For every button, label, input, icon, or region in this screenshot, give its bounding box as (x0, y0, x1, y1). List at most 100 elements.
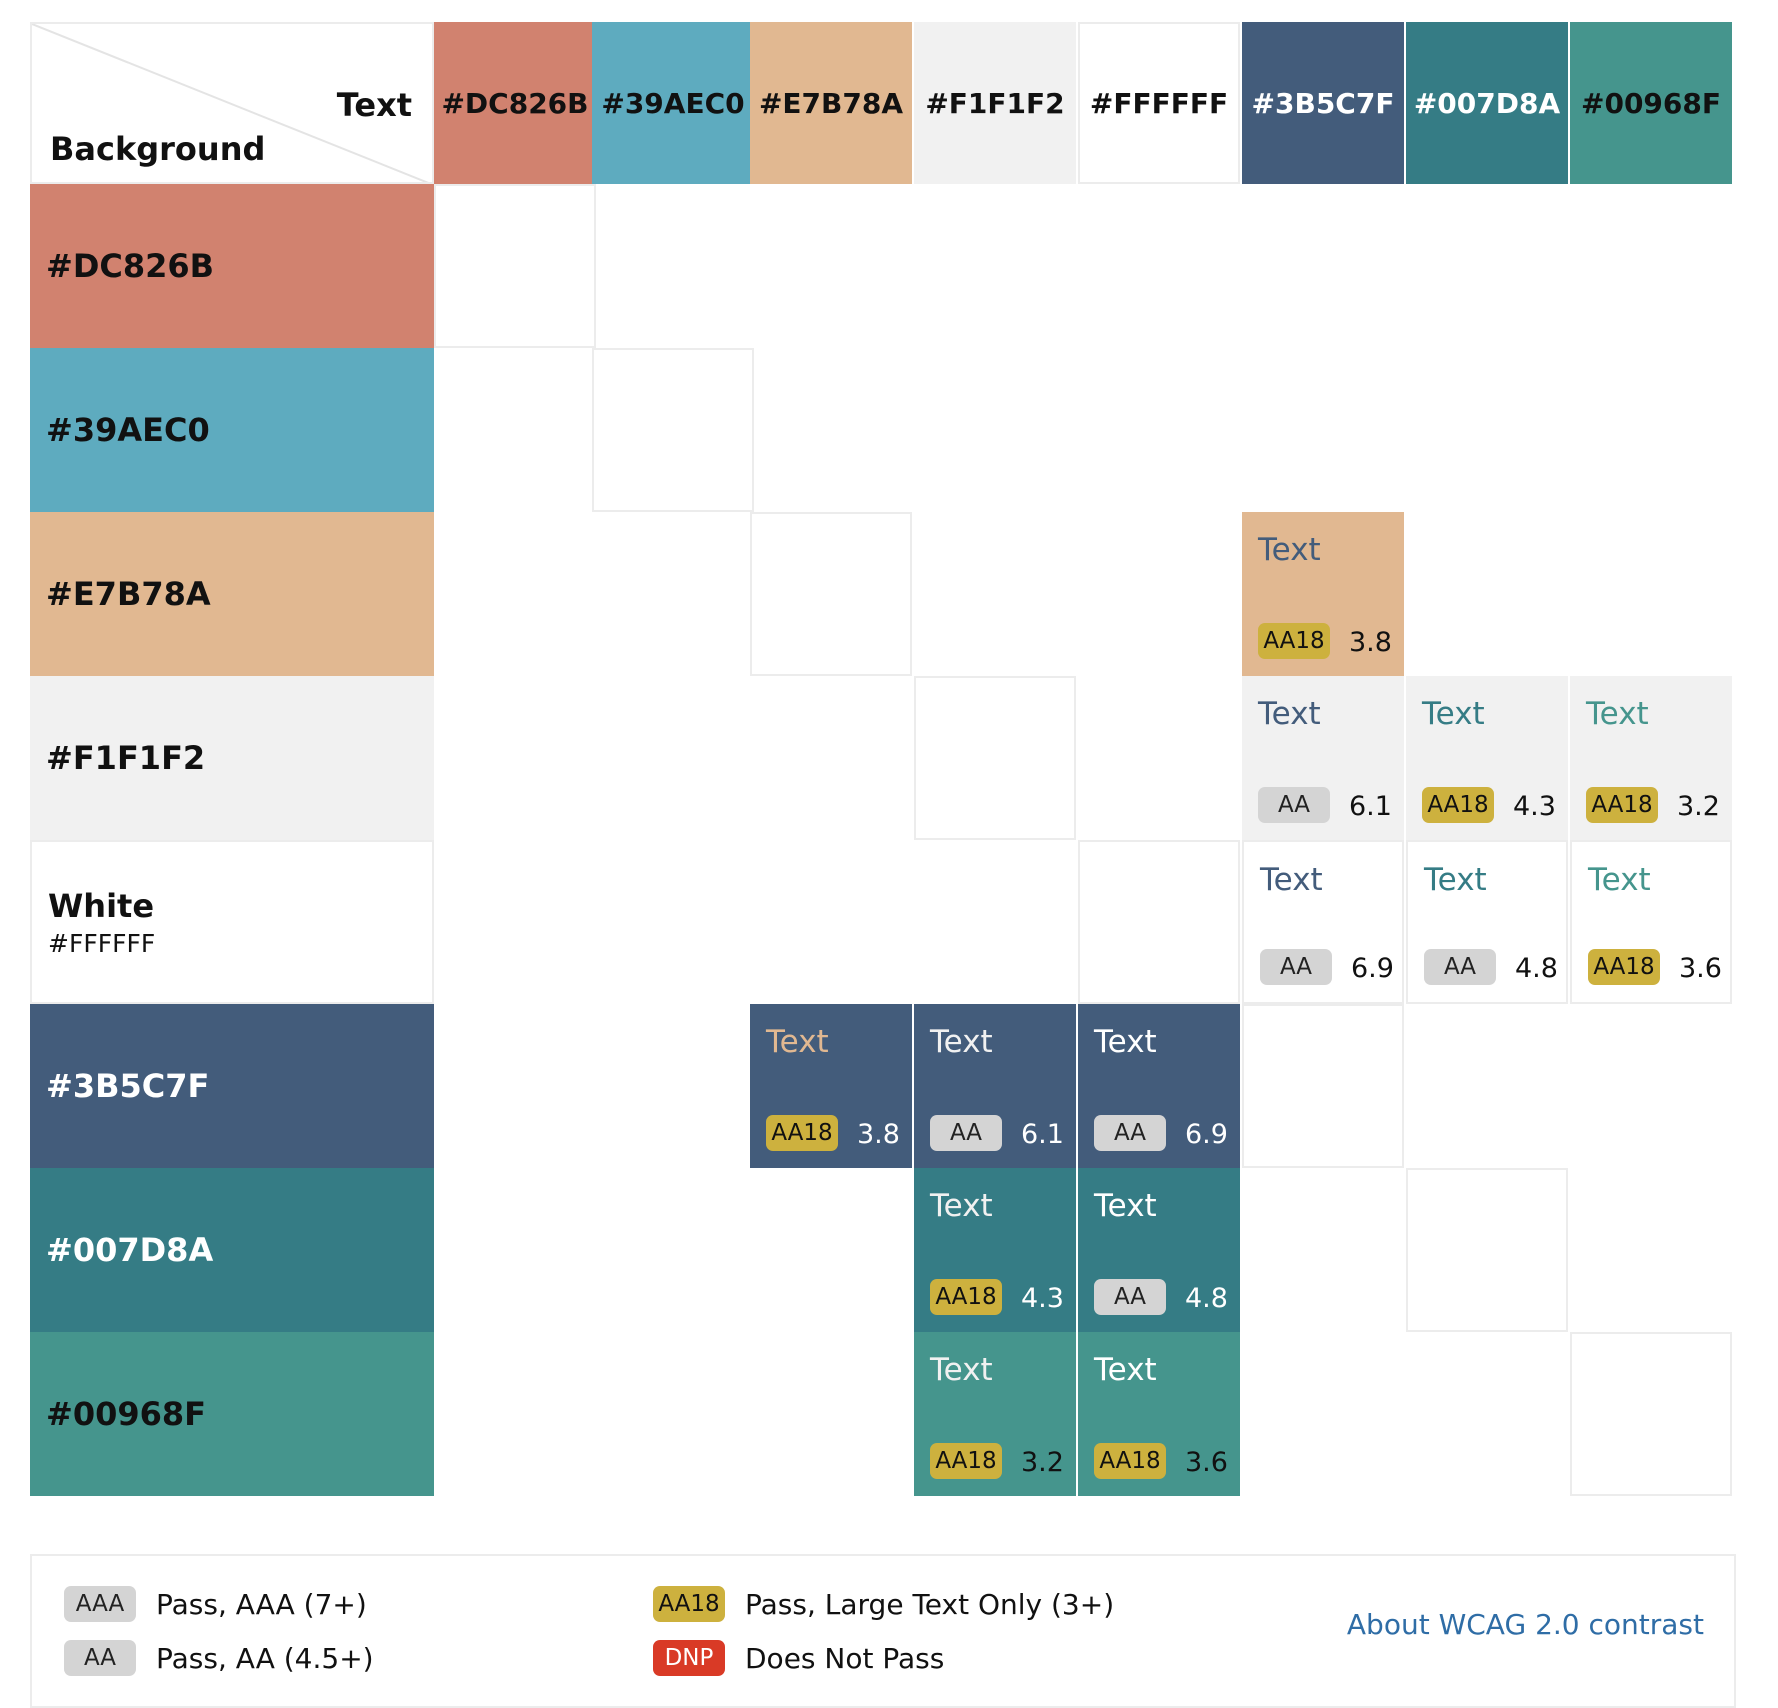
contrast-badge: AA (1424, 949, 1496, 985)
legend-text-aa18: Pass, Large Text Only (3+) (745, 1587, 1115, 1621)
sample-text: Text (1588, 862, 1651, 898)
background-color-label: #00968F (46, 1395, 206, 1433)
background-color-label: White (48, 886, 155, 925)
contrast-badge: AA18 (930, 1279, 1002, 1315)
background-color-header: #007D8A (30, 1168, 434, 1332)
badge-aa: AA (64, 1640, 136, 1676)
background-color-header: #E7B78A (30, 512, 434, 676)
text-axis-label: Text (336, 86, 412, 124)
background-color-hex: #FFFFFF (48, 928, 156, 958)
contrast-ratio: 4.3 (1021, 1283, 1064, 1314)
sample-text: Text (930, 1024, 993, 1060)
contrast-cell: Text AA 4.8 (1406, 840, 1568, 1004)
text-color-header: #DC826B (434, 22, 596, 184)
background-color-label: #F1F1F2 (46, 739, 206, 777)
legend-text-aaa: Pass, AAA (7+) (156, 1587, 367, 1621)
contrast-ratio: 4.8 (1515, 953, 1558, 984)
background-color-header: #F1F1F2 (30, 676, 434, 840)
background-color-label: #E7B78A (46, 575, 211, 613)
contrast-badge: AA (1094, 1279, 1166, 1315)
diagonal-empty-cell (1078, 840, 1240, 1004)
text-color-header: #00968F (1570, 22, 1732, 184)
sample-text: Text (930, 1352, 993, 1388)
contrast-badge: AA (1094, 1115, 1166, 1151)
sample-text: Text (1094, 1024, 1157, 1060)
contrast-ratio: 6.1 (1021, 1119, 1064, 1150)
sample-text: Text (1586, 696, 1649, 732)
background-color-header: #DC826B (30, 184, 434, 348)
text-color-header: #FFFFFF (1078, 22, 1240, 184)
contrast-badge: AA18 (766, 1115, 838, 1151)
diagonal-empty-cell (434, 184, 596, 348)
contrast-ratio: 4.8 (1185, 1283, 1228, 1314)
contrast-cell: Text AA18 3.2 (1570, 676, 1732, 840)
contrast-badge: AA18 (1588, 949, 1660, 985)
background-color-label: #007D8A (46, 1231, 214, 1269)
contrast-ratio: 6.9 (1351, 953, 1394, 984)
diagonal-empty-cell (1242, 1004, 1404, 1168)
legend-item-aaa: AAA Pass, AAA (7+) (64, 1586, 367, 1622)
sample-text: Text (1424, 862, 1487, 898)
text-color-header: #F1F1F2 (914, 22, 1076, 184)
legend-text-aa: Pass, AA (4.5+) (156, 1641, 374, 1675)
badge-aa18: AA18 (653, 1586, 725, 1622)
contrast-badge: AA (1260, 949, 1332, 985)
contrast-cell: Text AA18 4.3 (914, 1168, 1076, 1332)
text-color-header: #E7B78A (750, 22, 912, 184)
contrast-badge: AA18 (930, 1443, 1002, 1479)
contrast-ratio: 3.8 (1349, 627, 1392, 658)
background-color-label: #3B5C7F (46, 1067, 210, 1105)
background-color-header: #00968F (30, 1332, 434, 1496)
text-color-header: #3B5C7F (1242, 22, 1404, 184)
badge-aaa: AAA (64, 1586, 136, 1622)
sample-text: Text (766, 1024, 829, 1060)
text-color-header: #39AEC0 (592, 22, 754, 184)
diagonal-empty-cell (750, 512, 912, 676)
sample-text: Text (1258, 532, 1321, 568)
contrast-ratio: 3.6 (1679, 953, 1722, 984)
background-color-label: #DC826B (46, 247, 215, 285)
contrast-matrix: Text Background #DC826B #39AEC0 #E7B78A #F1… (30, 22, 1732, 1496)
contrast-ratio: 6.9 (1185, 1119, 1228, 1150)
badge-dnp: DNP (653, 1640, 725, 1676)
contrast-cell: Text AA 6.1 (914, 1004, 1076, 1168)
background-color-label: #39AEC0 (46, 411, 210, 449)
contrast-cell: Text AA18 3.8 (1242, 512, 1404, 676)
contrast-ratio: 3.2 (1021, 1447, 1064, 1478)
contrast-cell: Text AA18 3.8 (750, 1004, 912, 1168)
sample-text: Text (930, 1188, 993, 1224)
diagonal-empty-cell (1406, 1168, 1568, 1332)
contrast-cell: Text AA 6.9 (1242, 840, 1404, 1004)
diagonal-empty-cell (914, 676, 1076, 840)
legend-panel: AAA Pass, AAA (7+) AA Pass, AA (4.5+) AA… (30, 1554, 1736, 1708)
legend-text-dnp: Does Not Pass (745, 1641, 945, 1675)
contrast-badge: AA18 (1258, 623, 1330, 659)
contrast-cell: Text AA18 3.6 (1078, 1332, 1240, 1496)
contrast-cell: Text AA 6.1 (1242, 676, 1404, 840)
contrast-cell: Text AA18 3.2 (914, 1332, 1076, 1496)
legend-item-aa18: AA18 Pass, Large Text Only (3+) (653, 1586, 1114, 1622)
contrast-ratio: 3.2 (1677, 791, 1720, 822)
matrix-corner-header: Text Background (30, 22, 434, 184)
diagonal-divider (32, 24, 429, 182)
legend-item-aa: AA Pass, AA (4.5+) (64, 1640, 374, 1676)
contrast-badge: AA18 (1586, 787, 1658, 823)
background-color-header: White #FFFFFF (30, 840, 434, 1004)
contrast-cell: Text AA 6.9 (1078, 1004, 1240, 1168)
background-color-header: #39AEC0 (30, 348, 434, 512)
contrast-badge: AA18 (1094, 1443, 1166, 1479)
contrast-ratio: 3.6 (1185, 1447, 1228, 1478)
diagonal-empty-cell (1570, 1332, 1732, 1496)
contrast-badge: AA (930, 1115, 1002, 1151)
contrast-badge: AA (1258, 787, 1330, 823)
background-axis-label: Background (50, 130, 266, 168)
contrast-cell: Text AA18 4.3 (1406, 676, 1568, 840)
about-wcag-link[interactable]: About WCAG 2.0 contrast (1346, 1608, 1704, 1641)
background-color-header: #3B5C7F (30, 1004, 434, 1168)
text-color-header: #007D8A (1406, 22, 1568, 184)
contrast-ratio: 6.1 (1349, 791, 1392, 822)
contrast-cell: Text AA 4.8 (1078, 1168, 1240, 1332)
sample-text: Text (1258, 696, 1321, 732)
contrast-ratio: 4.3 (1513, 791, 1556, 822)
diagonal-empty-cell (592, 348, 754, 512)
